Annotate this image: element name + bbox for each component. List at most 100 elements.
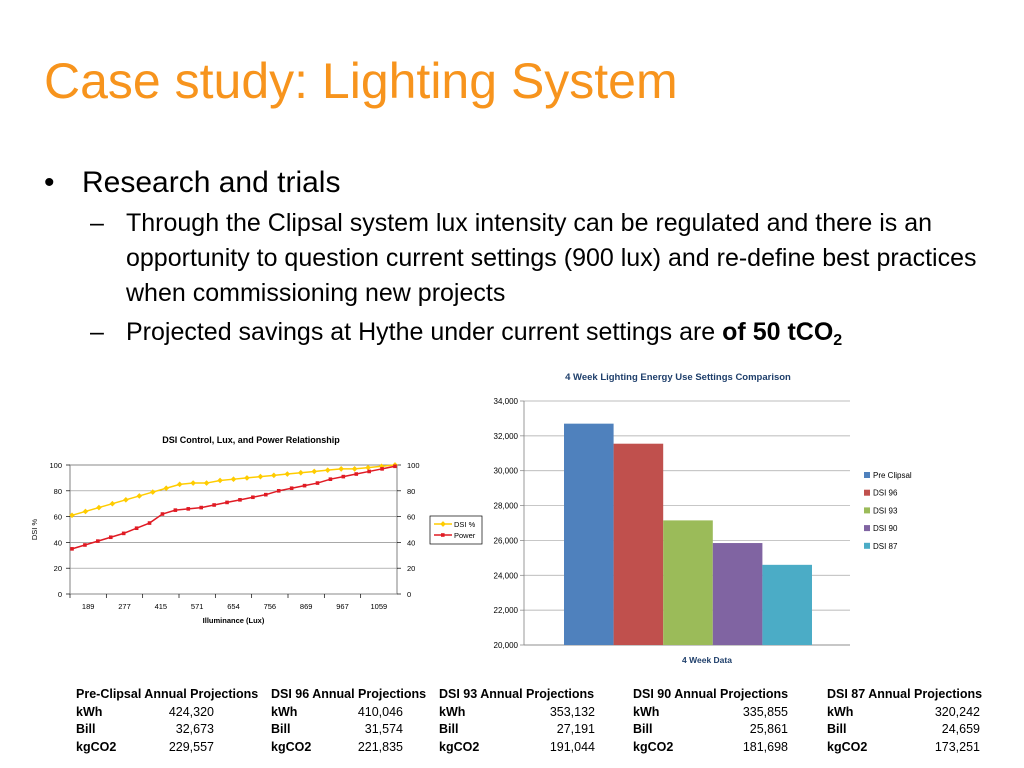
y-tick-label: 0	[58, 590, 62, 599]
projection-value: 335,855	[742, 704, 788, 719]
sub-bullet-dash: –	[90, 209, 104, 237]
series-point	[302, 483, 307, 488]
projection-row: kgCO2 181,698	[633, 739, 788, 757]
legend-label: DSI 93	[873, 506, 898, 515]
y-tick-label: 32,000	[494, 432, 519, 441]
projection-label: kgCO2	[827, 739, 868, 754]
projection-row: kWh 353,132	[439, 704, 595, 722]
series-point	[212, 503, 216, 507]
legend-label: DSI 96	[873, 489, 898, 498]
sub-bullet-dash: –	[90, 318, 104, 346]
x-tick-label: 571	[191, 602, 204, 611]
projection-table: DSI 87 Annual Projections kWh 320,242 Bill 2…	[827, 686, 983, 756]
projection-value: 32,673	[175, 722, 214, 736]
projection-label: Bill	[827, 722, 847, 736]
legend-label: Pre Clipsal	[873, 471, 912, 480]
series-point	[186, 507, 191, 511]
series-point	[276, 489, 281, 493]
projection-label: kWh	[76, 704, 103, 719]
projection-value: 31,574	[364, 722, 403, 736]
series-point	[238, 498, 242, 502]
projection-row: Bill 27,191	[439, 721, 595, 739]
projection-row: Bill 32,673	[76, 721, 214, 739]
projection-label: kWh	[271, 704, 298, 719]
projection-row: kWh 410,046	[271, 704, 403, 722]
projection-header: DSI 96 Annual Projections	[271, 687, 427, 701]
x-axis-label: 4 Week Data	[682, 655, 732, 665]
series-point	[251, 495, 255, 500]
projection-value: 221,835	[357, 739, 403, 754]
projection-row: Bill 31,574	[271, 721, 403, 739]
y-tick-label: 28,000	[494, 502, 519, 511]
x-tick-label: 1059	[370, 602, 387, 611]
projection-label: Bill	[76, 722, 96, 736]
projection-tables: Pre-Clipsal Annual Projections kWh 424,320…	[0, 686, 1024, 768]
projection-label: Bill	[633, 722, 653, 736]
bullet-dot: •	[44, 166, 55, 199]
chart-legend: DSI % Power	[429, 515, 483, 545]
x-tick-label: 189	[82, 602, 95, 611]
series-point	[289, 486, 294, 491]
projection-label: kgCO2	[439, 739, 480, 754]
projection-table: DSI 90 Annual Projections kWh 335,855 Bill 2…	[633, 686, 788, 756]
slide-title: Case study: Lighting System	[44, 53, 678, 109]
sub-bullet-clipsal-text: Through the Clipsal system lux intensity…	[126, 209, 977, 307]
series-point	[96, 539, 100, 543]
projection-value: 320,242	[934, 704, 980, 719]
series-point	[123, 497, 129, 503]
series-point	[160, 512, 165, 516]
series-point	[69, 512, 75, 519]
y-tick-label: 34,000	[494, 397, 519, 406]
y2-tick-label: 100	[407, 461, 420, 470]
projection-value: 424,320	[168, 704, 214, 719]
projection-value: 191,044	[549, 739, 595, 754]
series-point	[83, 543, 87, 547]
projection-row: kWh 320,242	[827, 704, 980, 722]
legend-label: DSI %	[454, 520, 476, 529]
bar-1	[613, 443, 664, 645]
projection-value: 24,659	[941, 722, 980, 736]
series-point	[367, 469, 371, 474]
bullet-research-text: Research and trials	[82, 166, 341, 199]
legend-swatch	[864, 489, 870, 496]
projection-table: Pre-Clipsal Annual Projections kWh 424,320…	[76, 686, 258, 756]
bar-2	[663, 520, 713, 645]
projection-label: kgCO2	[76, 739, 117, 754]
projection-label: Bill	[439, 722, 459, 736]
y-tick-label: 26,000	[494, 536, 519, 545]
y-tick-label: 100	[49, 461, 62, 470]
bullet-research: • Research and trials	[40, 164, 1010, 202]
co2-subscript: 2	[833, 332, 843, 349]
y-tick-label: 20,000	[494, 641, 519, 650]
projection-row: kWh 424,320	[76, 704, 214, 722]
legend-label: Power	[454, 531, 476, 540]
legend-swatch	[864, 507, 870, 514]
projection-label: kWh	[633, 704, 660, 719]
chart-legend: Pre Clipsal DSI 96 DSI 93 DSI 90 DSI 87	[864, 471, 912, 551]
legend-box	[429, 515, 483, 545]
projection-label: Bill	[271, 722, 291, 736]
sub-bullet-clipsal: – Through the Clipsal system lux intensi…	[40, 206, 1010, 311]
series-point	[108, 535, 113, 540]
y2-tick-label: 0	[407, 590, 411, 599]
y2-tick-label: 80	[407, 487, 415, 496]
series-point	[147, 521, 152, 525]
series-point	[134, 526, 139, 531]
projection-table: DSI 93 Annual Projections kWh 353,132 Bill 2…	[439, 686, 595, 756]
projection-value: 181,698	[742, 739, 788, 754]
x-tick-label: 967	[336, 602, 349, 611]
projection-header: DSI 87 Annual Projections	[827, 687, 983, 701]
projection-value: 410,046	[357, 704, 403, 719]
projection-row: kWh 335,855	[633, 704, 788, 722]
x-axis-label: Illuminance (Lux)	[203, 616, 265, 625]
y2-tick-label: 60	[407, 513, 415, 522]
x-tick-label: 869	[300, 602, 313, 611]
y-tick-label: 40	[54, 538, 62, 547]
bar-3	[712, 543, 763, 645]
projection-row: Bill 25,861	[633, 721, 788, 739]
series-point	[328, 477, 333, 481]
series-point	[225, 500, 229, 505]
legend-swatch	[864, 472, 870, 478]
y-tick-label: 80	[54, 487, 62, 496]
dsi-line-chart-svg: DSI Control, Lux, and Power Relationship…	[30, 435, 483, 625]
